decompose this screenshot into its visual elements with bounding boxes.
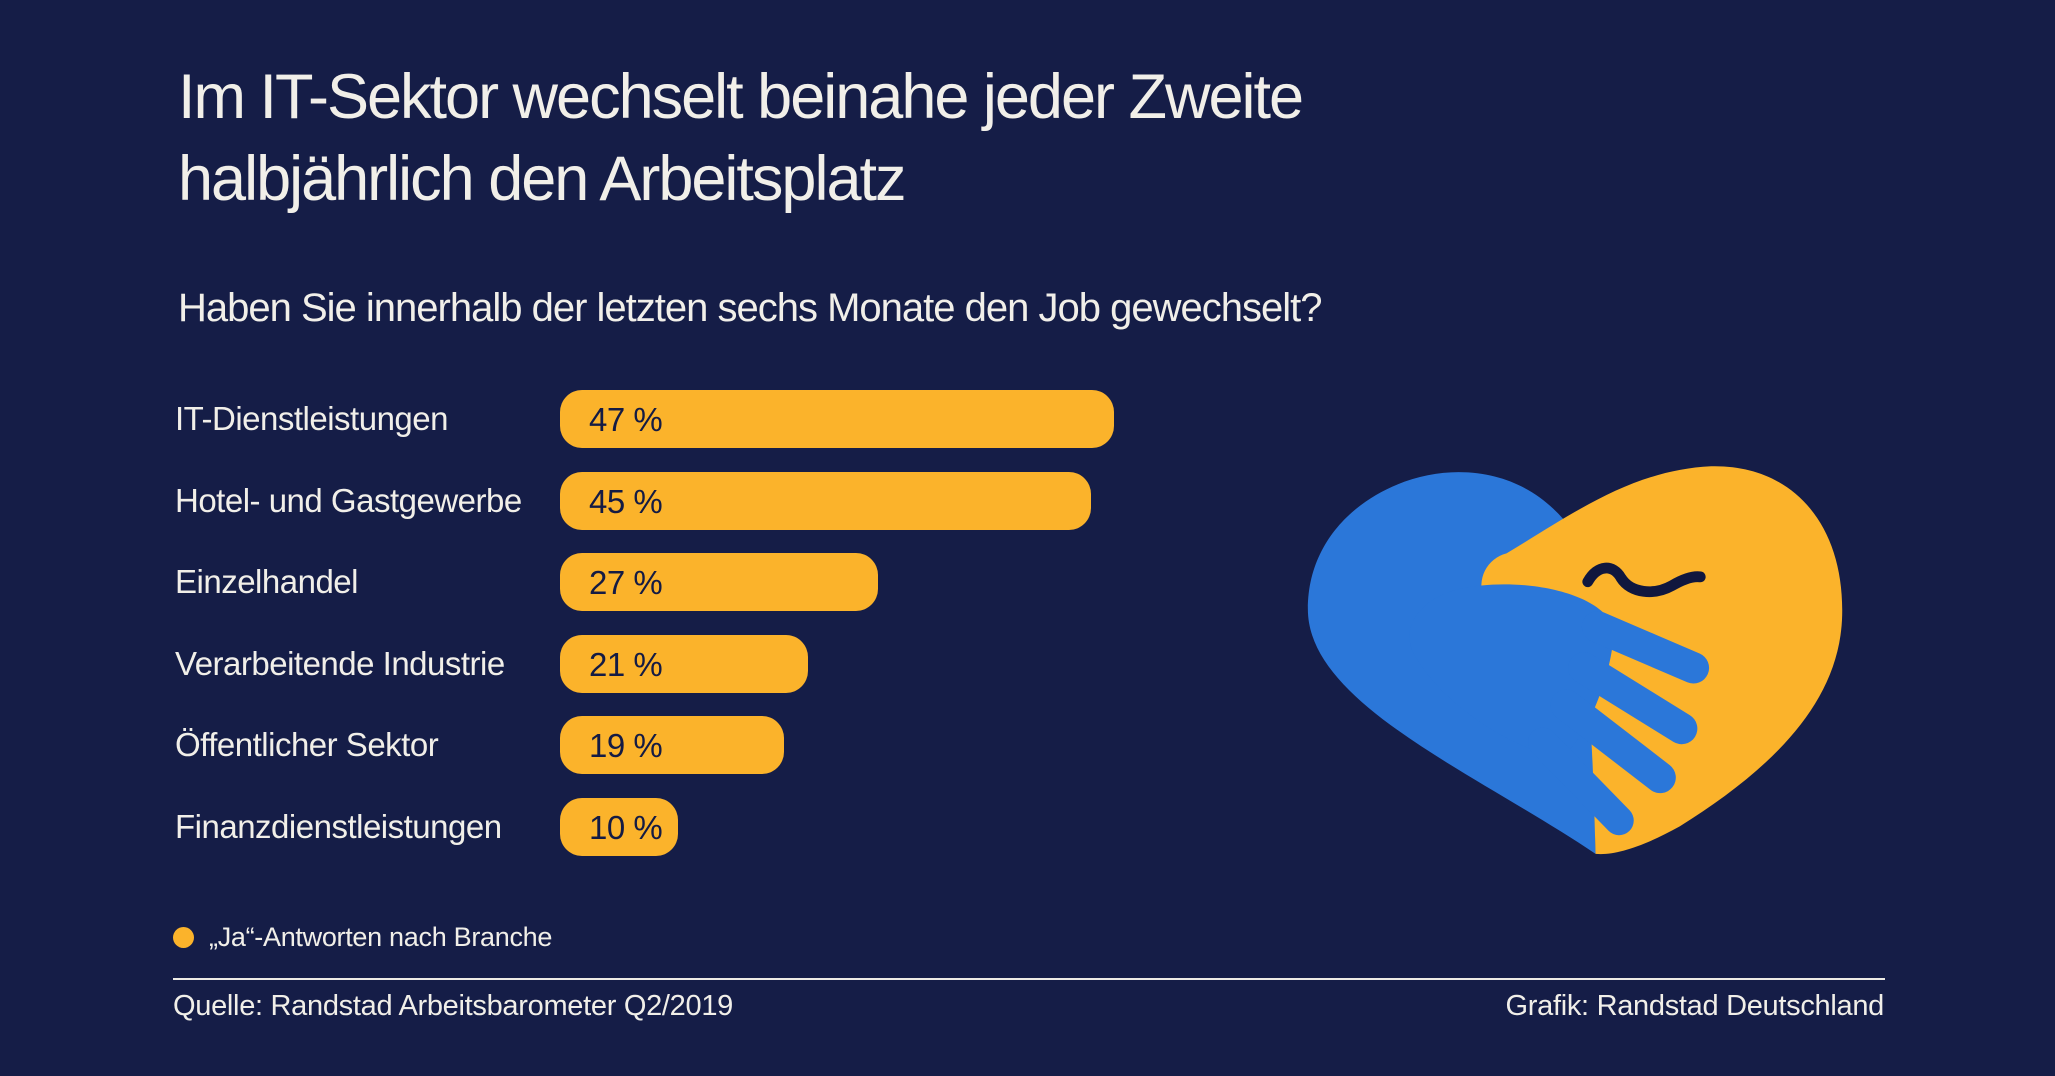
bar-value-label: 19 % <box>589 727 663 764</box>
page-title-line1: Im IT-Sektor wechselt beinahe jeder Zwei… <box>178 62 1304 132</box>
bar: 45 % <box>560 472 1091 530</box>
footer-source: Quelle: Randstad Arbeitsbarometer Q2/201… <box>173 990 733 1022</box>
page-title: Im IT-Sektor wechselt beinahe jeder Zwei… <box>178 56 1304 220</box>
legend-label: „Ja“-Antworten nach Branche <box>209 921 553 952</box>
footer-credit: Grafik: Randstad Deutschland <box>1505 990 1885 1022</box>
finger-pinky <box>1528 727 1634 836</box>
bar-category-label: Öffentlicher Sektor <box>175 726 439 763</box>
bar-value-label: 27 % <box>589 564 663 601</box>
handshake-heart-svg <box>1307 466 1843 855</box>
footer-divider <box>173 978 1885 980</box>
bar-row: Hotel- und Gastgewerbe 45 % <box>0 472 2055 530</box>
bar-row: Öffentlicher Sektor 19 % <box>0 716 2055 774</box>
bar-chart: IT-Dienstleistungen 47 % Hotel- und Gast… <box>0 390 2055 860</box>
bar-value-label: 47 % <box>589 401 663 438</box>
chart-question: Haben Sie innerhalb der letzten sechs Mo… <box>178 286 1322 330</box>
finger-middle <box>1568 652 1698 745</box>
legend-dot-icon <box>173 926 194 948</box>
bar: 27 % <box>560 553 878 611</box>
blue-fingers <box>1528 611 1710 836</box>
bar-row: Verarbeitende Industrie 21 % <box>0 635 2055 693</box>
bar-category-label: Verarbeitende Industrie <box>175 645 505 682</box>
bar-row: IT-Dienstleistungen 47 % <box>0 390 2055 448</box>
bar: 19 % <box>560 716 784 774</box>
bar-category-label: Finanzdienstleistungen <box>175 808 502 845</box>
page-title-line2: halbjährlich den Arbeitsplatz <box>178 144 907 214</box>
bar-row: Einzelhandel 27 % <box>0 553 2055 611</box>
bar-value-label: 45 % <box>589 483 663 520</box>
finger-ring <box>1550 689 1676 794</box>
bar-category-label: Einzelhandel <box>175 563 358 600</box>
finger-index <box>1581 611 1710 684</box>
bar-value-label: 21 % <box>589 646 663 683</box>
handshake-heart-illustration <box>1302 462 1850 864</box>
bar: 10 % <box>560 798 678 856</box>
legend: „Ja“-Antworten nach Branche <box>173 922 552 952</box>
bar: 21 % <box>560 635 808 693</box>
bar-value-label: 10 % <box>589 809 663 846</box>
bar-category-label: Hotel- und Gastgewerbe <box>175 482 522 519</box>
bar-category-label: IT-Dienstleistungen <box>175 400 448 437</box>
bar-row: Finanzdienstleistungen 10 % <box>0 798 2055 856</box>
thumb-crease <box>1582 562 1706 598</box>
bar: 47 % <box>560 390 1114 448</box>
